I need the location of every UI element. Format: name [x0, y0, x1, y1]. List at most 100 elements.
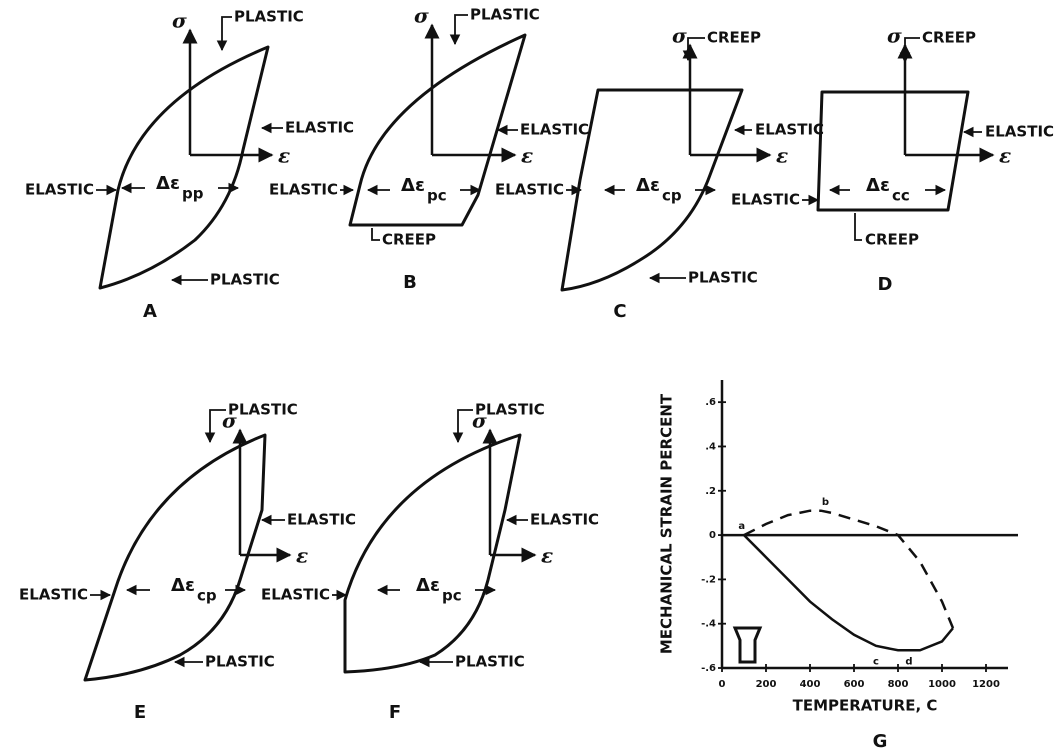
bottom-label: PLASTIC [688, 269, 758, 287]
hysteresis-loop [560, 88, 744, 292]
stress-symbol: σ [414, 4, 429, 28]
hysteresis-loop [343, 433, 522, 674]
chart-letter: G [873, 731, 888, 751]
x-tick-label: 1200 [972, 679, 1000, 690]
strain-range-subscript: cc [892, 187, 910, 205]
point-label: a [738, 521, 745, 532]
loop-panel: σ ε PLASTIC ELASTIC ELASTIC Δε pc CREEP B [269, 4, 589, 294]
y-tick-label: .2 [705, 486, 716, 497]
y-tick-label: .6 [705, 397, 716, 408]
point-label: d [905, 656, 912, 667]
strain-symbol: ε [278, 144, 290, 168]
strain-symbol: ε [776, 144, 788, 168]
panel-letter: D [878, 274, 893, 295]
right-label: ELASTIC [285, 119, 354, 137]
bottom-label: PLASTIC [210, 271, 280, 289]
y-tick-label: .4 [705, 441, 716, 452]
panel-letter: A [143, 301, 157, 322]
top-label: CREEP [707, 29, 761, 47]
right-label: ELASTIC [287, 511, 356, 529]
bottom-arrow [371, 228, 380, 241]
left-label: ELASTIC [495, 181, 564, 199]
strain-range-subscript: pp [182, 185, 204, 203]
strain-symbol: ε [521, 144, 533, 168]
left-label: ELASTIC [731, 191, 800, 209]
y-tick-label: -.6 [701, 663, 716, 674]
strain-range-subscript: cp [197, 587, 217, 605]
strain-range: Δε [401, 175, 425, 196]
top-label: CREEP [922, 29, 976, 47]
loop-panel: σ ε CREEP ELASTIC ELASTIC Δε cc CREEP D [731, 24, 1054, 296]
hysteresis-loop [816, 90, 970, 212]
bottom-label: PLASTIC [455, 653, 525, 671]
point-label: c [873, 656, 879, 667]
y-axis-label: MECHANICAL STRAIN PERCENT [658, 393, 676, 654]
strain-range: Δε [636, 175, 660, 196]
x-tick-label: 600 [844, 679, 865, 690]
strain-symbol: ε [541, 544, 553, 568]
top-arrow [204, 409, 226, 444]
top-arrow [449, 14, 468, 46]
top-label: PLASTIC [234, 8, 304, 26]
stress-symbol: σ [472, 409, 487, 433]
x-tick-label: 1000 [928, 679, 956, 690]
top-arrow [682, 37, 705, 62]
y-tick-label: 0 [709, 530, 716, 541]
stress-symbol: σ [172, 9, 187, 33]
bottom-arrow [854, 213, 862, 241]
loop-panel: σ ε CREEP ELASTIC ELASTIC Δε cp PLASTIC C [495, 24, 824, 323]
x-tick-label: 200 [756, 679, 777, 690]
hysteresis-loop [83, 433, 267, 682]
strain-curve [743, 509, 955, 629]
left-label: ELASTIC [261, 586, 330, 604]
y-tick-label: -.2 [701, 574, 716, 585]
top-arrow [452, 409, 473, 444]
panel-letter: E [134, 702, 146, 723]
top-label: PLASTIC [470, 6, 540, 24]
loop-panel: σ ε PLASTIC ELASTIC ELASTIC Δε pp PLASTIC A [25, 8, 354, 323]
left-label: ELASTIC [269, 181, 338, 199]
loop-panel: σ ε PLASTIC ELASTIC ELASTIC Δε pc PLASTIC F [261, 401, 599, 724]
panel-letter: B [403, 272, 417, 293]
panel-letter: F [389, 702, 401, 723]
panel-letter: C [613, 301, 626, 322]
right-label: ELASTIC [530, 511, 599, 529]
chart-g: .6.4.20-.2-.4-.60 200 400 600 800 1000 1200TEM… [658, 380, 1018, 751]
stress-symbol: σ [672, 24, 687, 48]
hysteresis-loop [98, 45, 270, 290]
x-tick-label: 400 [800, 679, 821, 690]
bottom-label: PLASTIC [205, 653, 275, 671]
strain-range: Δε [171, 575, 195, 596]
strain-range: Δε [156, 173, 180, 194]
strain-symbol: ε [296, 544, 308, 568]
left-label: ELASTIC [19, 586, 88, 604]
right-label: ELASTIC [755, 121, 824, 139]
strain-curve [743, 534, 954, 652]
bottom-label: CREEP [865, 231, 919, 249]
point-label: b [822, 497, 829, 508]
specimen-icon [732, 626, 763, 664]
top-label: PLASTIC [475, 401, 545, 419]
strain-symbol: ε [999, 144, 1011, 168]
right-label: ELASTIC [985, 123, 1054, 141]
strain-range-subscript: pc [427, 187, 447, 205]
y-tick-label: -.4 [701, 619, 716, 630]
top-arrow [216, 16, 232, 52]
x-tick-label: 800 [888, 679, 909, 690]
strain-range: Δε [866, 175, 890, 196]
loop-panel: σ ε PLASTIC ELASTIC ELASTIC Δε cp PLASTIC E [19, 401, 356, 724]
strain-range-subscript: pc [442, 587, 462, 605]
bottom-label: CREEP [382, 231, 436, 249]
top-label: PLASTIC [228, 401, 298, 419]
left-label: ELASTIC [25, 181, 94, 199]
x-axis-label: TEMPERATURE, C [793, 697, 938, 715]
strain-range-subscript: cp [662, 187, 682, 205]
right-label: ELASTIC [520, 121, 589, 139]
x-tick-label: 0 [719, 679, 726, 690]
strain-range: Δε [416, 575, 440, 596]
top-arrow [899, 37, 920, 64]
stress-symbol: σ [887, 24, 902, 48]
stress-symbol: σ [222, 409, 237, 433]
